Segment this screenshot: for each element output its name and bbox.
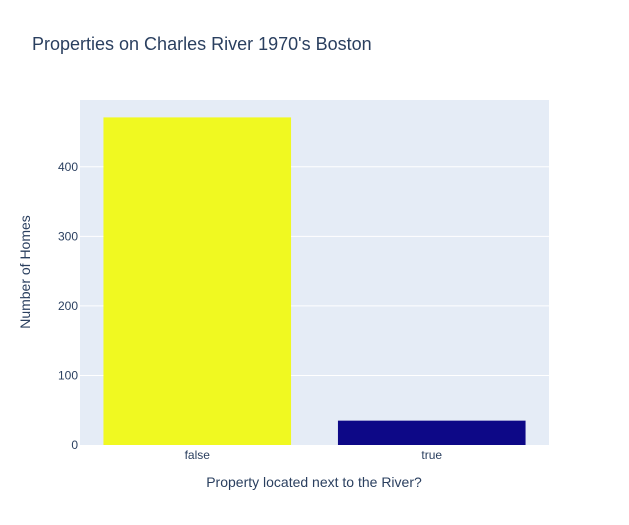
y-tick-label: 400 [58,160,78,174]
y-axis-title: Number of Homes [17,215,33,329]
bars [103,117,526,446]
y-axis-ticks: 0 100 200 300 400 [58,160,78,452]
x-tick-label-false: false [185,448,211,462]
y-tick-label: 0 [71,438,78,452]
x-tick-label-true: true [421,448,442,462]
chart-title: Properties on Charles River 1970's Bosto… [32,34,372,54]
x-axis-ticks: false true [185,448,443,462]
bar-false[interactable] [103,117,292,446]
x-axis-title: Property located next to the River? [206,474,422,490]
y-tick-label: 100 [58,368,78,382]
y-tick-label: 300 [58,229,78,243]
bar-true[interactable] [337,420,526,445]
y-tick-label: 200 [58,299,78,313]
